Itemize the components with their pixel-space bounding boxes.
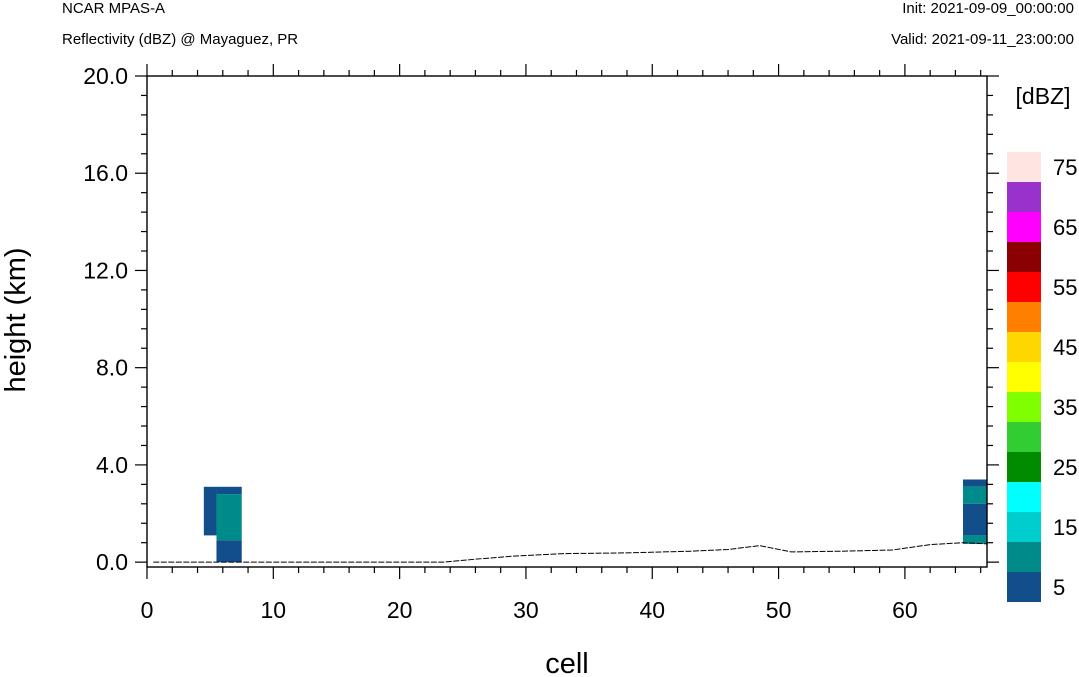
- y-axis-label: height (km): [0, 247, 32, 392]
- reflectivity-cell-5: [963, 487, 987, 504]
- axis-ticks: [135, 64, 999, 579]
- colorbar-swatch-40: [1007, 362, 1041, 392]
- x-tick-label: 10: [261, 597, 287, 623]
- colorbar-swatch-60: [1007, 242, 1041, 272]
- terrain-line: [153, 543, 987, 562]
- colorbar-label: 5: [1053, 575, 1065, 600]
- x-tick-label: 40: [639, 597, 665, 623]
- colorbar-swatch-70: [1007, 182, 1041, 212]
- colorbar-label: 15: [1053, 515, 1077, 540]
- colorbar-label: 65: [1053, 215, 1077, 240]
- colorbar-swatch-20: [1007, 482, 1041, 512]
- x-tick-label: 30: [513, 597, 539, 623]
- colorbar-title: [dBZ]: [1016, 83, 1071, 109]
- colorbar-swatch-55: [1007, 272, 1041, 302]
- colorbar-swatch-45: [1007, 332, 1041, 362]
- x-tick-label: 0: [141, 597, 154, 623]
- y-tick-label: 4.0: [96, 452, 128, 478]
- colorbar-swatch-75: [1007, 152, 1041, 182]
- colorbar-label: 75: [1053, 155, 1077, 180]
- colorbar-swatch-35: [1007, 392, 1041, 422]
- reflectivity-cell-6: [963, 504, 987, 536]
- colorbar-swatch-15: [1007, 512, 1041, 542]
- x-tick-label: 20: [387, 597, 413, 623]
- reflectivity-cell-0: [204, 487, 217, 536]
- x-tick-label: 60: [892, 597, 918, 623]
- plot-frame: [147, 76, 987, 567]
- reflectivity-cell-4: [963, 479, 987, 486]
- y-tick-label: 0.0: [96, 549, 128, 575]
- axis-tick-labels: 0 10 20 30 40 50 60 0.0 4.0 8.0 12.0 16.0 20.0: [83, 63, 917, 623]
- colorbar-swatch-5: [1007, 572, 1041, 602]
- colorbar-label: 45: [1053, 335, 1077, 360]
- colorbar-label: 55: [1053, 275, 1077, 300]
- y-tick-label: 20.0: [83, 63, 128, 89]
- reflectivity-cell-3: [216, 540, 241, 562]
- x-axis-label: cell: [545, 648, 589, 677]
- colorbar-swatch-10: [1007, 542, 1041, 572]
- colorbar-swatch-30: [1007, 422, 1041, 452]
- colorbar-label: 25: [1053, 455, 1077, 480]
- reflectivity-cell-2: [216, 494, 241, 540]
- x-tick-label: 50: [766, 597, 792, 623]
- y-tick-label: 16.0: [83, 160, 128, 186]
- colorbar-swatch-50: [1007, 302, 1041, 332]
- colorbar-label: 35: [1053, 395, 1077, 420]
- colorbar: 5 15 25 35 45 55 65 75: [1007, 152, 1077, 602]
- y-tick-label: 12.0: [83, 257, 128, 283]
- reflectivity-cell-1: [216, 487, 241, 494]
- y-tick-label: 8.0: [96, 355, 128, 381]
- reflectivity-cells: [204, 479, 987, 562]
- colorbar-swatch-25: [1007, 452, 1041, 482]
- colorbar-swatch-65: [1007, 212, 1041, 242]
